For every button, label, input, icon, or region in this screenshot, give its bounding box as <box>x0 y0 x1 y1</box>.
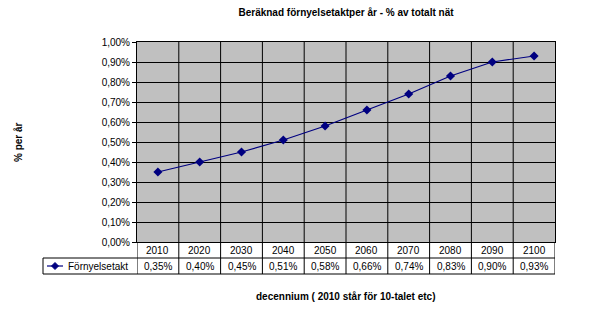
svg-text:0,45%: 0,45% <box>228 261 256 272</box>
svg-text:1,00%: 1,00% <box>102 37 130 48</box>
svg-text:0,80%: 0,80% <box>102 77 130 88</box>
svg-text:2070: 2070 <box>397 245 420 256</box>
svg-text:0,93%: 0,93% <box>520 261 548 272</box>
svg-text:0,30%: 0,30% <box>102 177 130 188</box>
svg-text:2020: 2020 <box>188 245 211 256</box>
svg-text:decennium ( 2010 står för 10-t: decennium ( 2010 står för 10-talet etc) <box>256 291 436 302</box>
svg-text:0,10%: 0,10% <box>102 217 130 228</box>
svg-text:0,60%: 0,60% <box>102 117 130 128</box>
svg-text:0,50%: 0,50% <box>102 137 130 148</box>
svg-text:0,51%: 0,51% <box>269 261 297 272</box>
svg-text:Beräknad förnyelsetaktper år -: Beräknad förnyelsetaktper år - % av tota… <box>238 7 454 18</box>
svg-text:2030: 2030 <box>230 245 253 256</box>
svg-text:0,35%: 0,35% <box>144 261 172 272</box>
svg-text:0,40%: 0,40% <box>186 261 214 272</box>
svg-text:0,66%: 0,66% <box>353 261 381 272</box>
svg-text:2050: 2050 <box>314 245 337 256</box>
svg-text:Förnyelsetakt: Förnyelsetakt <box>68 261 128 272</box>
svg-text:0,20%: 0,20% <box>102 197 130 208</box>
svg-text:2080: 2080 <box>439 245 462 256</box>
svg-text:2010: 2010 <box>146 245 169 256</box>
svg-text:0,90%: 0,90% <box>102 57 130 68</box>
svg-text:0,00%: 0,00% <box>102 237 130 248</box>
svg-text:2060: 2060 <box>355 245 378 256</box>
svg-text:2040: 2040 <box>272 245 295 256</box>
svg-text:2090: 2090 <box>481 245 504 256</box>
svg-text:0,58%: 0,58% <box>311 261 339 272</box>
svg-text:2100: 2100 <box>523 245 546 256</box>
svg-text:0,40%: 0,40% <box>102 157 130 168</box>
svg-text:0,74%: 0,74% <box>395 261 423 272</box>
svg-text:% per år: % per år <box>13 122 24 162</box>
svg-text:0,90%: 0,90% <box>478 261 506 272</box>
svg-text:0,70%: 0,70% <box>102 97 130 108</box>
svg-text:0,83%: 0,83% <box>437 261 465 272</box>
